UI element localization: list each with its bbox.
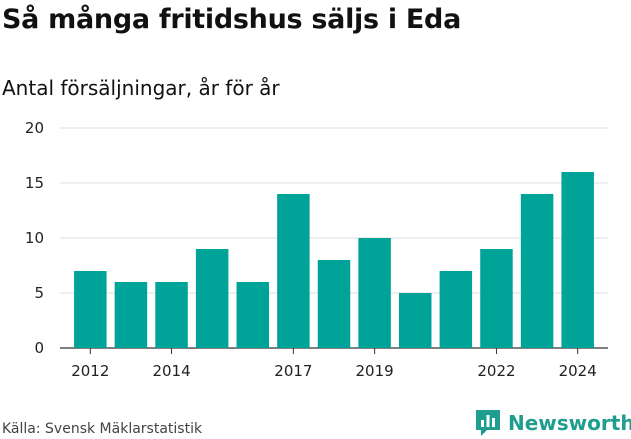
x-tick-label: 2014 (152, 362, 190, 380)
brand-name: Newsworthy (508, 411, 631, 435)
bars (74, 172, 594, 348)
newsworthy-logo: Newsworthy (474, 407, 631, 439)
bar-2015 (195, 249, 229, 348)
chart-title: Så många fritidshus säljs i Eda (2, 4, 461, 35)
bar-2020 (398, 293, 432, 348)
bar-2016 (236, 282, 270, 348)
y-tick-label: 5 (34, 284, 44, 302)
y-tick-label: 10 (25, 229, 44, 247)
bar-2012 (74, 271, 107, 348)
y-tick-label: 20 (25, 119, 44, 137)
bar-2021 (439, 271, 473, 348)
bar-2013 (114, 282, 148, 348)
y-tick-label: 15 (25, 174, 44, 192)
x-axis-ticks: 2012 2014 2017 2019 2022 2024 (71, 348, 597, 380)
x-tick-label: 2022 (477, 362, 515, 380)
x-tick-label: 2012 (71, 362, 109, 380)
y-axis-ticks: 0 5 10 15 20 (25, 119, 44, 357)
bar-2017 (277, 194, 310, 348)
bar-chart: 0 5 10 15 20 2012 2014 2017 2019 2022 2024 (25, 119, 608, 380)
bar-2023 (520, 194, 554, 348)
bar-2014 (155, 282, 188, 348)
x-tick-label: 2024 (559, 362, 597, 380)
x-tick-label: 2017 (274, 362, 312, 380)
source-note: Källa: Svensk Mäklarstatistik (2, 421, 203, 437)
bar-2019 (358, 238, 391, 348)
bar-2024 (561, 172, 594, 348)
chart-subtitle: Antal försäljningar, år för år (2, 76, 280, 100)
bar-2018 (317, 260, 351, 348)
x-tick-label: 2019 (356, 362, 394, 380)
bar-chart-logo-icon (476, 410, 500, 436)
bar-2022 (480, 249, 513, 348)
y-tick-label: 0 (34, 339, 44, 357)
